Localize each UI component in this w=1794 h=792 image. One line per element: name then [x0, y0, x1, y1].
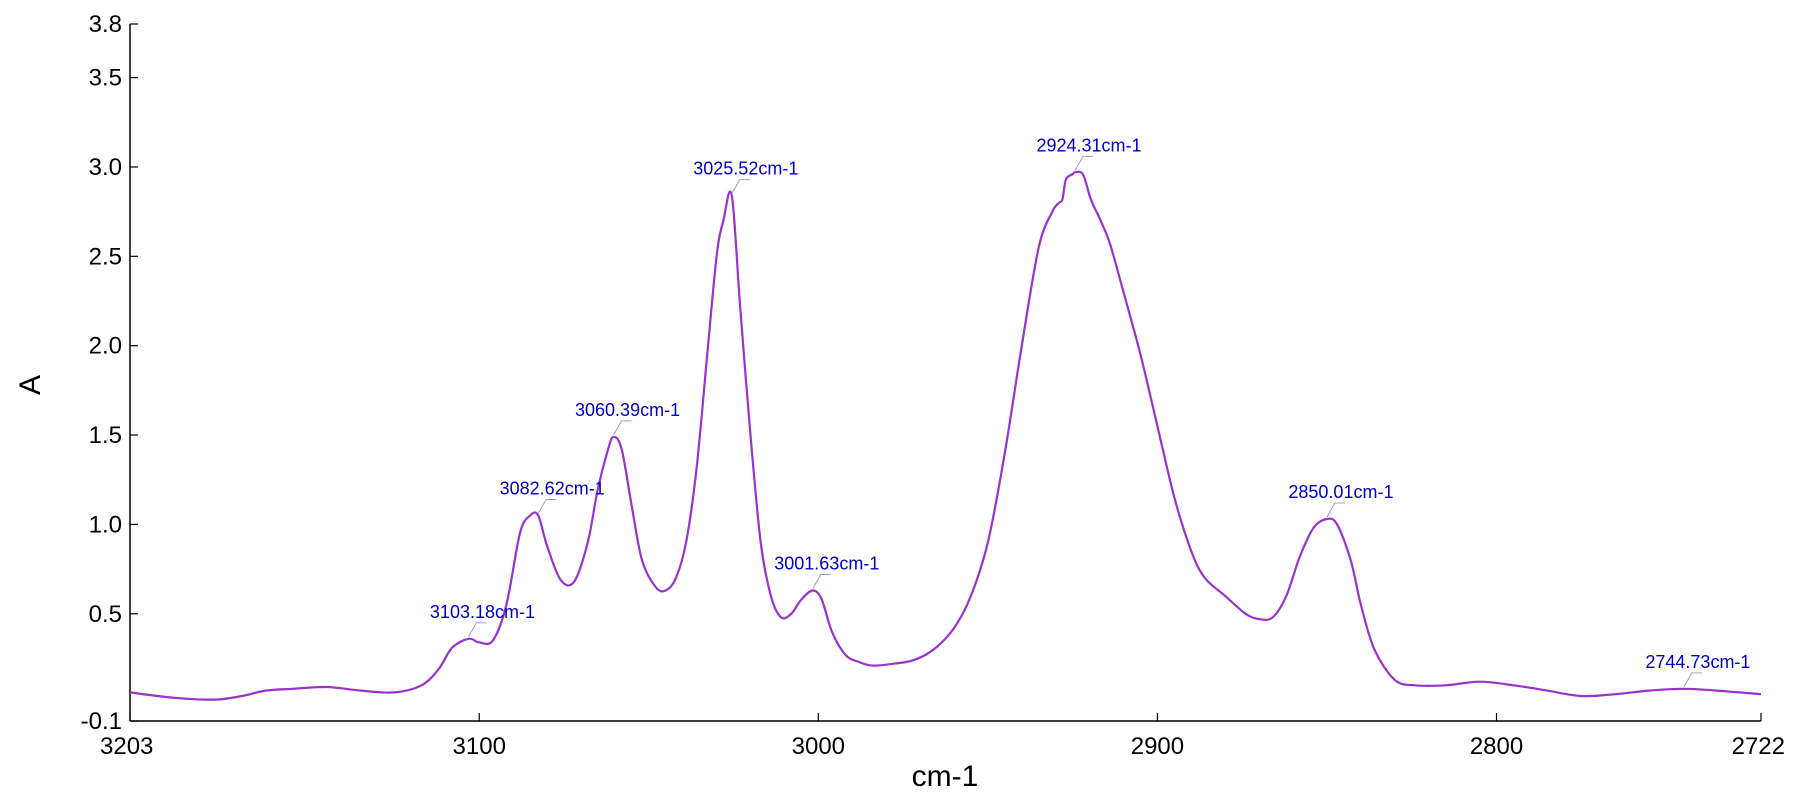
- y-tick-label: -0.1: [81, 708, 122, 735]
- peak-label: 3103.18cm-1: [430, 602, 535, 622]
- x-tick-label: 3100: [453, 733, 506, 760]
- y-tick-label: 2.5: [89, 243, 122, 270]
- peak-leader-line: [1683, 672, 1702, 688]
- y-tick-label: 0.5: [89, 601, 122, 628]
- peak-leader-line: [537, 498, 557, 514]
- y-tick-label: 3.5: [89, 65, 122, 92]
- peak-label: 2850.01cm-1: [1288, 482, 1393, 502]
- peak-label: 2744.73cm-1: [1645, 652, 1750, 672]
- y-tick-label: 3.8: [89, 11, 122, 38]
- peak-label: 3025.52cm-1: [693, 159, 798, 179]
- peak-label: 3060.39cm-1: [575, 400, 680, 420]
- x-tick-label: 3000: [792, 733, 845, 760]
- peak-leader-line: [613, 420, 632, 436]
- x-tick-label: 2900: [1131, 733, 1184, 760]
- peak-leader-line: [1326, 502, 1345, 518]
- peak-leader-line: [731, 179, 750, 194]
- y-axis-title: A: [14, 375, 47, 395]
- spectrum-line: [129, 170, 1762, 701]
- peak-label: 2924.31cm-1: [1036, 135, 1141, 155]
- peak-label: 3082.62cm-1: [500, 478, 605, 498]
- peak-leader-line: [812, 574, 831, 589]
- x-tick-label: 2800: [1470, 733, 1523, 760]
- y-tick-label: 3.0: [89, 154, 122, 181]
- x-ticks: 3203 3100 3000 2900 2800 2722: [100, 713, 1785, 760]
- axes: [129, 24, 1761, 722]
- y-ticks: -0.1 0.5 1.0 1.5 2.0 2.5 3.0 3.5 3.8: [81, 11, 138, 735]
- x-tick-label: 2722: [1732, 733, 1785, 760]
- peak-annotations: 3103.18cm-1 3082.62cm-1 3060.39cm-1 3025.52…: [430, 135, 1750, 688]
- peak-leader-line: [1074, 155, 1093, 171]
- peak-leader-line: [468, 622, 487, 638]
- y-tick-label: 2.0: [89, 333, 122, 360]
- peak-label: 3001.63cm-1: [774, 554, 879, 574]
- y-tick-label: 1.0: [89, 511, 122, 538]
- x-axis-title: cm-1: [912, 760, 979, 792]
- x-tick-label: 3203: [100, 733, 153, 760]
- y-tick-label: 1.5: [89, 422, 122, 449]
